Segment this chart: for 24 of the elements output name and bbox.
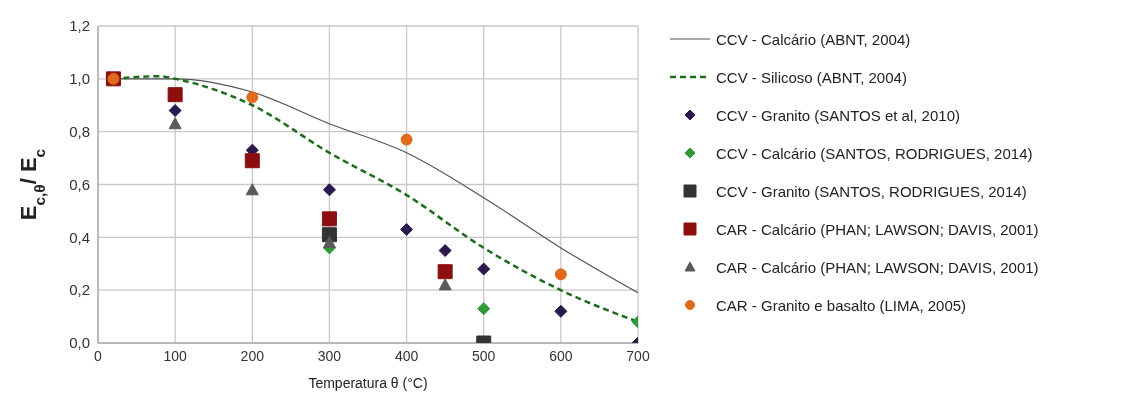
x-tick-label: 200 — [240, 347, 265, 364]
legend-label: CCV - Granito (SANTOS, RODRIGUES, 2014) — [716, 182, 1027, 200]
y-tick-label: 1,0 — [69, 70, 90, 88]
legend-label: CAR - Calcário (PHAN; LAWSON; DAVIS, 2001) — [716, 258, 1039, 276]
x-axis-title: Temperatura θ (°C) — [308, 375, 428, 391]
x-tick-label: 100 — [163, 347, 188, 364]
x-tick-label: 400 — [394, 347, 419, 364]
y-tick-label: 0,4 — [69, 228, 90, 246]
y-tick-label: 0,6 — [69, 175, 90, 193]
x-tick-label: 0 — [94, 347, 103, 364]
y-tick-label: 0,2 — [69, 281, 90, 299]
legend-label: CCV - Calcário (ABNT, 2004) — [716, 30, 911, 48]
legend-label: CCV - Calcário (SANTOS, RODRIGUES, 2014) — [716, 144, 1033, 162]
legend-label: CCV - Silicoso (ABNT, 2004) — [716, 68, 907, 86]
x-tick-label: 700 — [626, 347, 650, 364]
y-tick-label: 0,8 — [69, 122, 90, 140]
x-tick-label: 500 — [472, 347, 496, 364]
y-tick-label: 1,2 — [69, 17, 90, 35]
x-tick-label: 300 — [317, 347, 342, 364]
y-tick-label: 0,0 — [69, 334, 90, 352]
legend-label: CAR - Granito e basalto (LIMA, 2005) — [716, 296, 967, 314]
legend-label: CAR - Calcário (PHAN; LAWSON; DAVIS, 2001) — [716, 220, 1039, 238]
legend-label: CCV - Granito (SANTOS et al, 2010) — [716, 106, 960, 124]
x-tick-label: 600 — [549, 347, 573, 364]
